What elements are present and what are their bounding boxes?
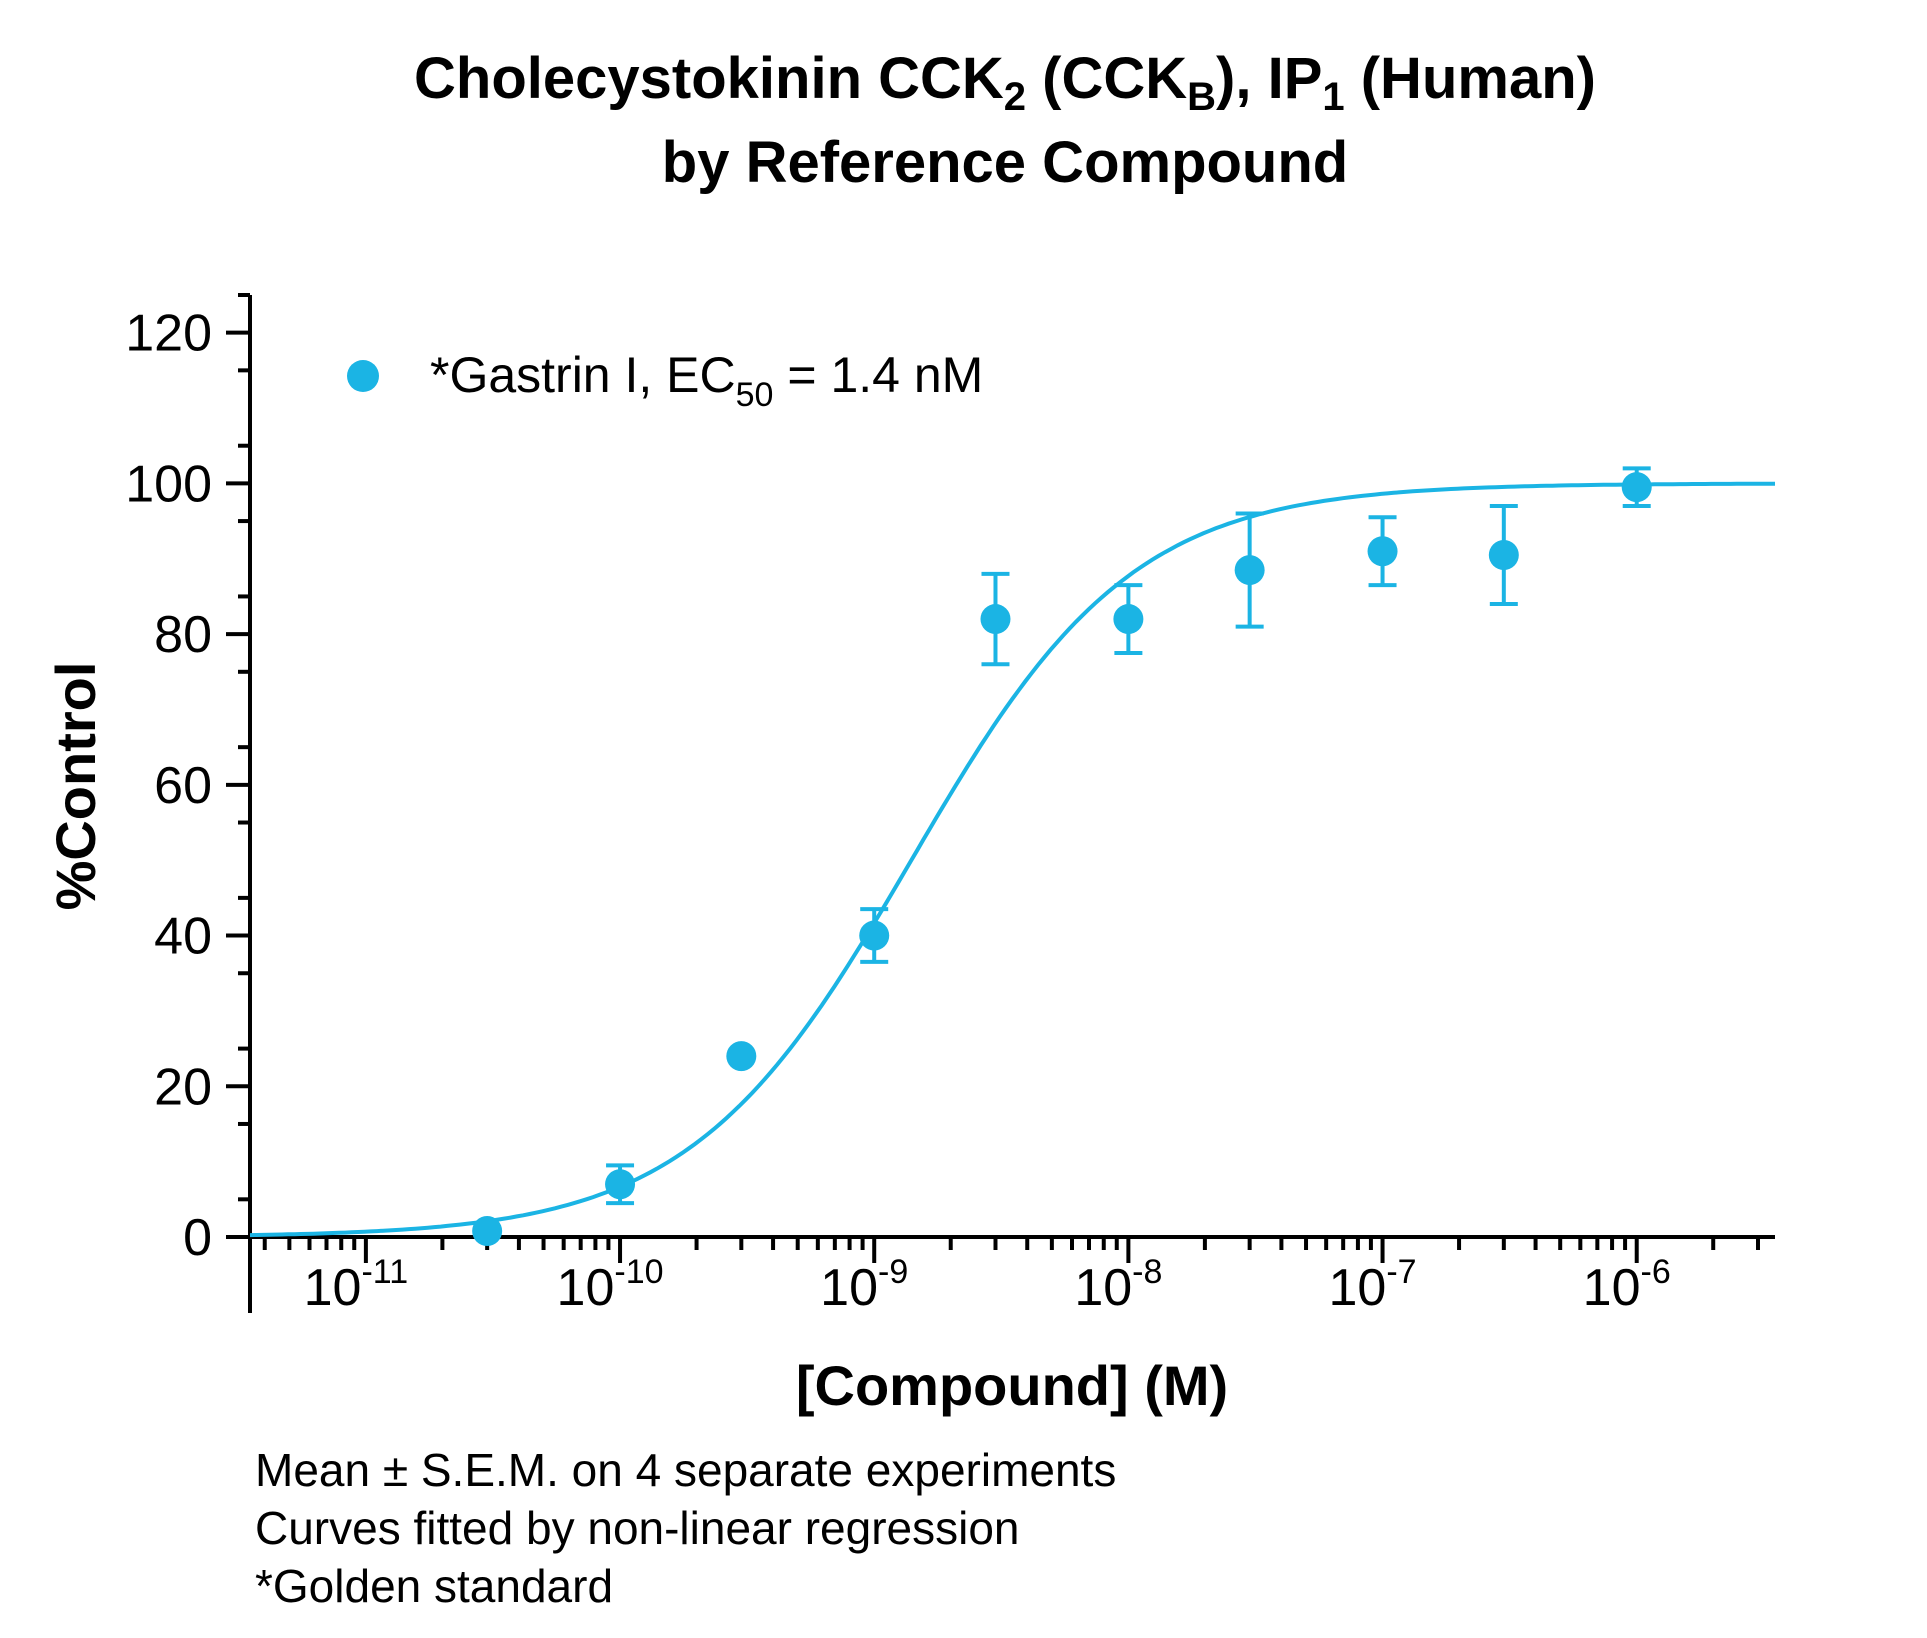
data-point — [1234, 511, 1265, 629]
x-tick-label: 10-8 — [1074, 1253, 1162, 1317]
title-part: B — [1187, 75, 1216, 119]
data-point — [1113, 583, 1144, 655]
point-marker — [726, 1041, 757, 1072]
axis-ticks — [226, 293, 1760, 1263]
title-part: (Human) — [1345, 46, 1596, 111]
data-point — [1488, 504, 1519, 606]
data-point — [859, 907, 890, 964]
data-points — [472, 466, 1652, 1246]
footnote: Curves fitted by non-linear regression — [255, 1502, 1019, 1554]
data-point — [472, 1215, 503, 1246]
fit-curve — [249, 481, 1775, 1238]
footnotes: Mean ± S.E.M. on 4 separate experiments C… — [255, 1444, 1116, 1612]
data-point — [980, 571, 1011, 667]
chart-title: Cholecystokinin CCK2 (CCKB), IP1 (Human) — [414, 46, 1596, 119]
point-marker — [605, 1169, 636, 1200]
legend-label: *Gastrin I, EC50 = 1.4 nM — [430, 347, 983, 414]
point-marker — [1621, 472, 1652, 503]
title-part: 2 — [1004, 75, 1026, 119]
chart-title-line2: by Reference Compound — [662, 130, 1348, 195]
point-marker — [1367, 536, 1398, 567]
x-tick-label: 10-6 — [1583, 1253, 1671, 1317]
y-tick-label: 60 — [154, 757, 212, 815]
x-axis-label: [Compound] (M) — [796, 1354, 1228, 1417]
y-tick-labels: 0 20 40 60 80 100 120 — [125, 305, 212, 1267]
x-tick-label: 10-7 — [1329, 1253, 1417, 1317]
footnote: *Golden standard — [255, 1560, 613, 1612]
x-tick-label: 10-10 — [557, 1253, 664, 1317]
y-tick-label: 120 — [125, 305, 212, 363]
data-point — [1367, 515, 1398, 588]
title-part: Cholecystokinin CCK — [414, 46, 1004, 111]
point-marker — [980, 604, 1011, 635]
x-tick-labels: 10-11 10-10 10-9 10-8 10-7 10-6 — [304, 1253, 1671, 1317]
data-point — [1621, 466, 1652, 509]
title-part: 1 — [1322, 75, 1344, 119]
point-marker — [1234, 555, 1265, 586]
data-point — [605, 1163, 636, 1206]
y-tick-label: 40 — [154, 908, 212, 966]
point-marker — [1113, 604, 1144, 635]
x-tick-label: 10-11 — [304, 1253, 408, 1317]
legend-marker — [347, 360, 379, 392]
title-part: (CCK — [1026, 46, 1187, 111]
point-marker — [859, 920, 890, 951]
x-tick-label: 10-9 — [820, 1253, 908, 1317]
footnote: Mean ± S.E.M. on 4 separate experiments — [255, 1444, 1116, 1496]
y-tick-label: 0 — [183, 1209, 212, 1267]
point-marker — [1488, 539, 1519, 570]
point-marker — [472, 1215, 503, 1246]
y-tick-label: 80 — [154, 606, 212, 664]
title-part: ), IP — [1216, 46, 1322, 111]
data-point — [726, 1041, 757, 1072]
legend: *Gastrin I, EC50 = 1.4 nM — [347, 347, 983, 414]
y-axis-label: %Control — [44, 662, 107, 911]
y-tick-label: 100 — [125, 455, 212, 513]
y-tick-label: 20 — [154, 1058, 212, 1116]
